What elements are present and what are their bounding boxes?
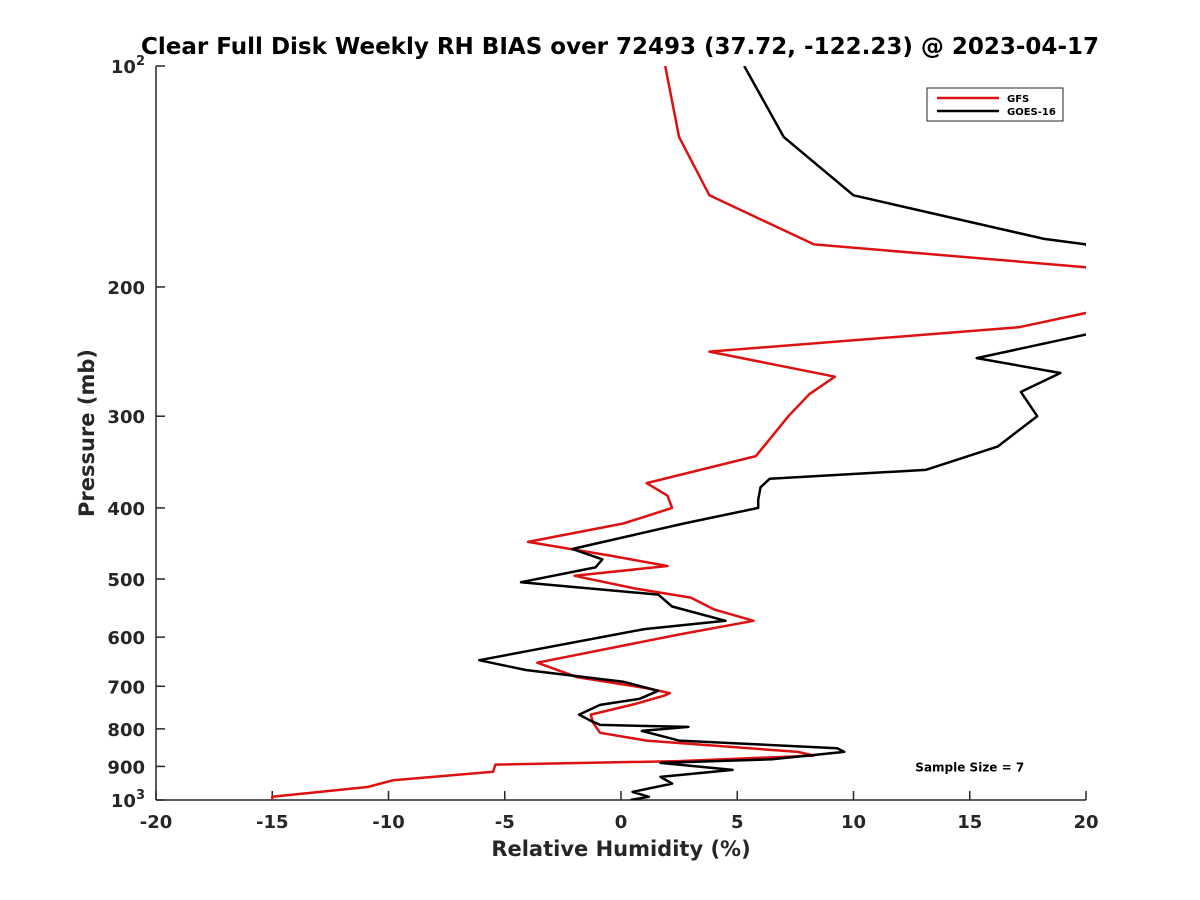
- series-line-goes-16: [479, 66, 1132, 800]
- y-tick-label: 102: [111, 54, 145, 78]
- legend: GFS GOES-16: [927, 88, 1063, 121]
- sample-size-annotation: Sample Size = 7: [915, 760, 1024, 774]
- y-tick-label: 700: [107, 677, 145, 698]
- x-tick-label: -20: [140, 812, 173, 833]
- y-tick-label: 300: [107, 407, 145, 428]
- chart-title: Clear Full Disk Weekly RH BIAS over 7249…: [141, 34, 1099, 60]
- x-tick-label: 0: [615, 812, 628, 833]
- y-tick-label: 103: [111, 788, 145, 812]
- x-tick-label: 20: [1073, 812, 1098, 833]
- y-axis-label: Pressure (mb): [75, 349, 99, 517]
- y-tick-label: 500: [107, 570, 145, 591]
- chart-canvas: Clear Full Disk Weekly RH BIAS over 7249…: [0, 0, 1200, 900]
- x-tick-label: -10: [372, 812, 405, 833]
- y-tick-label: 800: [107, 720, 145, 741]
- legend-label: GOES-16: [1007, 107, 1056, 118]
- legend-label: GFS: [1007, 94, 1029, 105]
- y-tick-label: 900: [107, 757, 145, 778]
- x-tick-label: -5: [495, 812, 515, 833]
- x-tick-label: 10: [841, 812, 866, 833]
- x-tick-label: 15: [957, 812, 982, 833]
- x-tick-label: 5: [731, 812, 744, 833]
- x-tick-label: -15: [256, 812, 289, 833]
- y-tick-label: 400: [107, 499, 145, 520]
- x-axis-label: Relative Humidity (%): [491, 837, 750, 861]
- axes: -20 -15 -10 -5 0 5 10 15 20 102 200 300 400 500 600 700…: [107, 54, 1098, 833]
- y-tick-label: 200: [107, 278, 145, 299]
- y-tick-label: 600: [107, 628, 145, 649]
- series-line-gfs: [272, 66, 1121, 800]
- annotation-layer: Sample Size = 7: [915, 760, 1024, 774]
- series-layer: [272, 66, 1132, 800]
